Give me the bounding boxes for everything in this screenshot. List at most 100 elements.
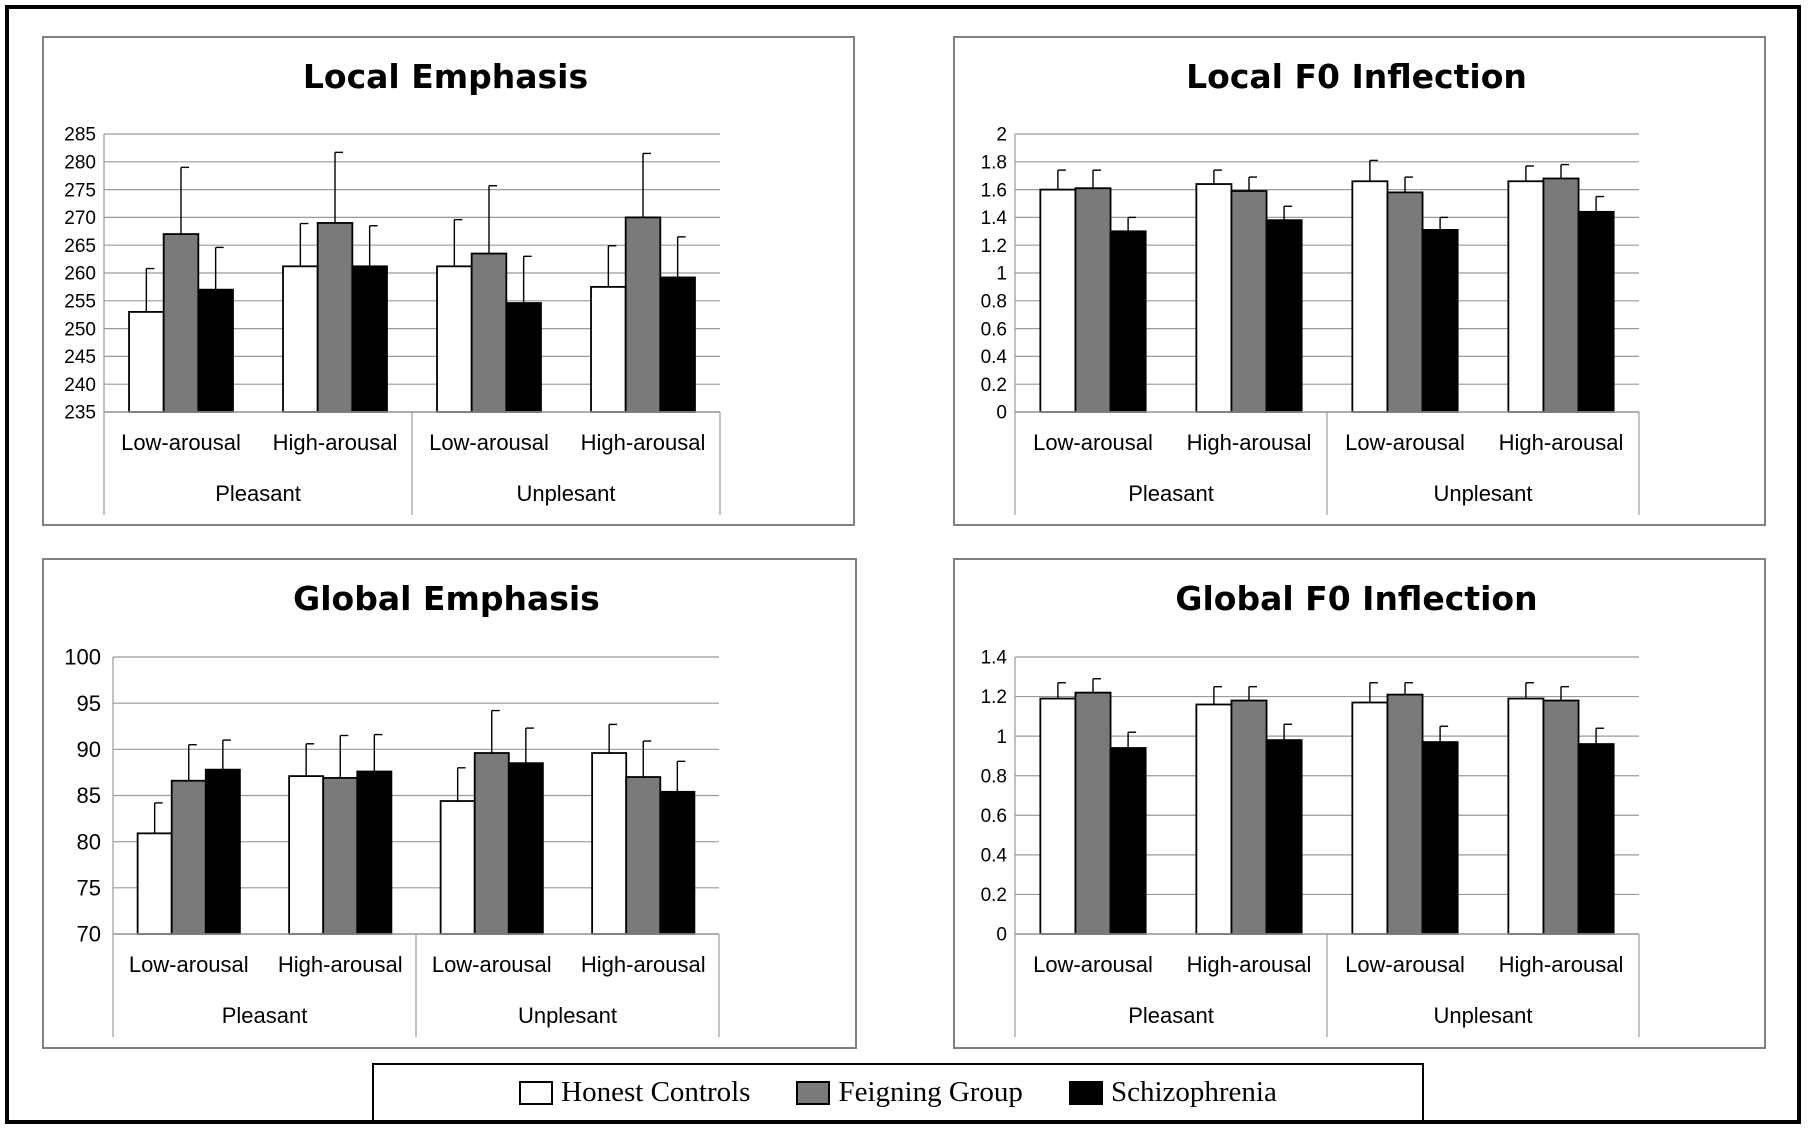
- bar-schizophrenia: [197, 288, 234, 413]
- y-tick-label: 270: [64, 208, 96, 229]
- y-tick-label: 1.4: [981, 208, 1008, 229]
- legend-label-feigning-group: Feigning Group: [838, 1076, 1023, 1108]
- legend: Honest Controls Feigning Group Schizophr…: [372, 1063, 1424, 1122]
- legend-label-schizophrenia: Schizophrenia: [1110, 1076, 1277, 1108]
- y-tick-label: 100: [64, 645, 101, 670]
- x-group-label: Pleasant: [1128, 1003, 1214, 1028]
- bar-honest-controls: [591, 752, 628, 935]
- chart-local-emphasis-plot: Local Emphasis 235 240 245 250 255 260 265 270 27…: [64, 57, 721, 515]
- bar-schizophrenia: [1109, 230, 1147, 413]
- y-tick-label: 0: [996, 925, 1007, 946]
- y-tick-label: 1.8: [981, 152, 1007, 173]
- bar-honest-controls: [1507, 180, 1545, 413]
- y-tick-label: 0.2: [981, 375, 1007, 396]
- x-group-label: Unplesant: [516, 481, 615, 506]
- y-tick-label: 1.6: [981, 180, 1007, 201]
- bar-schizophrenia: [1265, 219, 1303, 413]
- y-tick-label: 0.2: [981, 885, 1007, 906]
- bar-schizophrenia: [1577, 743, 1615, 935]
- chart-title: Global F0 Inflection: [1175, 579, 1537, 618]
- x-group-label: Pleasant: [215, 481, 301, 506]
- x-category-label: Low-arousal: [1345, 952, 1465, 977]
- x-category-label: High-arousal: [273, 430, 398, 455]
- y-tick-label: 0: [996, 403, 1007, 424]
- bar-schizophrenia: [659, 790, 696, 935]
- x-group-label: Unplesant: [1433, 1003, 1532, 1028]
- x-category-label: High-arousal: [1499, 430, 1624, 455]
- figure-frame: [5, 5, 1801, 1124]
- legend-swatch-schizophrenia: [1068, 1080, 1103, 1105]
- legend-swatch-feigning-group: [796, 1080, 831, 1105]
- x-category-label: Low-arousal: [129, 952, 249, 977]
- legend-item-honest-controls: Honest Controls: [519, 1076, 750, 1109]
- bar-honest-controls: [282, 265, 319, 413]
- bar-schizophrenia: [507, 762, 544, 935]
- x-category-label: Low-arousal: [432, 952, 552, 977]
- legend-label-honest-controls: Honest Controls: [561, 1076, 751, 1108]
- bar-honest-controls: [1507, 697, 1545, 935]
- x-group-label: Pleasant: [1128, 481, 1214, 506]
- bar-schizophrenia: [1577, 210, 1615, 413]
- y-tick-label: 255: [64, 291, 96, 312]
- y-tick-label: 285: [64, 125, 96, 146]
- bar-feigning-group: [322, 777, 359, 935]
- bar-feigning-group: [170, 779, 207, 935]
- bar-feigning-group: [162, 233, 200, 413]
- y-tick-label: 1.2: [981, 236, 1007, 257]
- bar-feigning-group: [1074, 187, 1112, 413]
- bar-feigning-group: [316, 222, 354, 413]
- bar-feigning-group: [1542, 699, 1580, 935]
- x-category-label: High-arousal: [1187, 952, 1312, 977]
- bar-feigning-group: [1542, 177, 1580, 413]
- y-tick-label: 245: [64, 347, 96, 368]
- bar-honest-controls: [136, 832, 173, 935]
- chart-global-emphasis: Global Emphasis 70 75 80 85 90 95 100 Low-arousa…: [42, 558, 857, 1049]
- bar-schizophrenia: [351, 265, 388, 413]
- y-tick-label: 0.4: [981, 846, 1008, 867]
- y-tick-label: 260: [64, 264, 96, 285]
- bar-schizophrenia: [1109, 747, 1147, 935]
- y-tick-label: 280: [64, 152, 96, 173]
- y-tick-label: 0.8: [981, 766, 1007, 787]
- bar-honest-controls: [590, 285, 627, 413]
- y-tick-label: 70: [77, 922, 101, 947]
- legend-item-feigning-group: Feigning Group: [796, 1076, 1023, 1109]
- bar-schizophrenia: [1421, 741, 1459, 935]
- bar-schizophrenia: [1421, 229, 1459, 413]
- y-tick-label: 95: [77, 691, 101, 716]
- bar-honest-controls: [436, 265, 473, 413]
- y-tick-label: 1.4: [981, 648, 1008, 669]
- x-category-label: Low-arousal: [1345, 430, 1465, 455]
- y-tick-label: 235: [64, 403, 96, 424]
- chart-global-emphasis-plot: Global Emphasis 70 75 80 85 90 95 100 Low-arousa…: [64, 579, 720, 1037]
- chart-title: Local F0 Inflection: [1186, 57, 1527, 96]
- bar-feigning-group: [624, 216, 662, 413]
- bar-honest-controls: [1195, 703, 1233, 935]
- bar-schizophrenia: [204, 768, 241, 935]
- bar-honest-controls: [439, 800, 476, 935]
- chart-local-f0-inflection-plot: Local F0 Inflection 0 0.2 0.4 0.6 0.8 1 1.2 1.4 1…: [981, 57, 1640, 515]
- x-category-label: High-arousal: [581, 952, 706, 977]
- chart-global-f0-inflection: Global F0 Inflection 0 0.2 0.4 0.6 0.8 1 1.2 1.4…: [953, 558, 1766, 1049]
- bar-feigning-group: [625, 776, 662, 935]
- bar-feigning-group: [473, 752, 510, 935]
- bar-honest-controls: [1351, 180, 1389, 413]
- x-group-label: Unplesant: [518, 1003, 617, 1028]
- bar-schizophrenia: [1265, 739, 1303, 935]
- bar-feigning-group: [1230, 190, 1268, 413]
- y-tick-label: 265: [64, 236, 96, 257]
- y-tick-label: 0.6: [981, 319, 1007, 340]
- chart-local-f0-inflection: Local F0 Inflection 0 0.2 0.4 0.6 0.8 1 1.2 1.4 1…: [953, 36, 1766, 526]
- x-category-label: High-arousal: [278, 952, 403, 977]
- y-tick-label: 0.6: [981, 806, 1007, 827]
- bar-honest-controls: [1039, 697, 1077, 935]
- legend-item-schizophrenia: Schizophrenia: [1068, 1076, 1277, 1109]
- y-tick-label: 80: [77, 829, 101, 854]
- bar-schizophrenia: [356, 770, 393, 935]
- x-category-label: Low-arousal: [429, 430, 549, 455]
- bar-schizophrenia: [659, 276, 696, 413]
- y-tick-label: 0.8: [981, 291, 1007, 312]
- bar-schizophrenia: [505, 302, 542, 413]
- x-category-label: High-arousal: [1187, 430, 1312, 455]
- x-category-label: High-arousal: [1499, 952, 1624, 977]
